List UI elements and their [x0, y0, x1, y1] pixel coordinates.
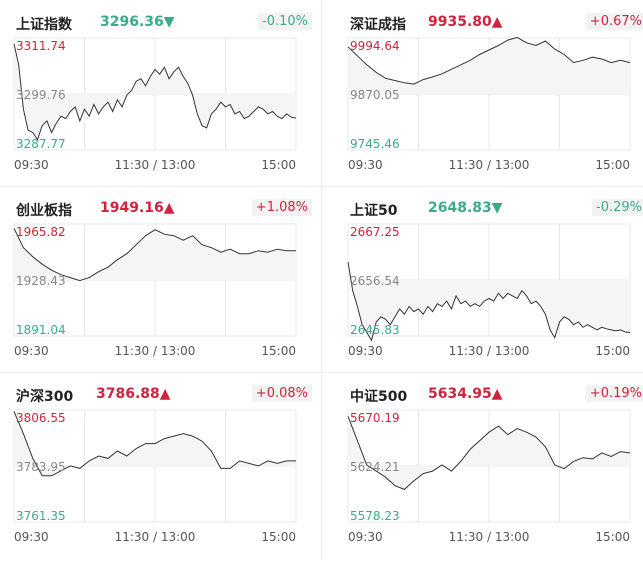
y-tick-low: 2645.83: [350, 323, 400, 337]
x-tick-2: 15:00: [261, 344, 296, 358]
x-tick-0: 09:30: [14, 344, 49, 358]
x-tick-2: 15:00: [261, 530, 296, 544]
index-header: 中证500 5634.95▲ +0.19%: [348, 382, 643, 410]
index-price: 1949.16▲: [100, 200, 175, 216]
horizontal-divider-1: [0, 186, 643, 187]
y-tick-low: 1891.04: [16, 323, 66, 337]
index-header: 上证50 2648.83▼ -0.29%: [348, 196, 643, 224]
change-badge: +0.19%: [585, 385, 643, 402]
arrow-up-icon: ▲: [491, 386, 503, 402]
x-tick-2: 15:00: [261, 158, 296, 172]
x-tick-2: 15:00: [595, 344, 630, 358]
intraday-line-chart: 5670.19 5624.21 5578.23 09:30 11:30 / 13:00 1…: [347, 409, 631, 544]
index-name: 上证50: [350, 203, 398, 219]
y-tick-high: 9994.64: [350, 39, 400, 53]
y-tick-low: 3287.77: [16, 137, 66, 151]
price-line: [13, 43, 297, 141]
price-value: 9935.80: [428, 14, 492, 30]
y-tick-mid: 3783.95: [16, 460, 66, 474]
change-badge: +1.08%: [251, 199, 312, 216]
y-tick-high: 3806.55: [16, 411, 66, 425]
price-area: [348, 37, 630, 94]
x-tick-0: 09:30: [348, 158, 383, 172]
y-tick-mid: 5624.21: [350, 460, 400, 474]
x-tick-0: 09:30: [14, 158, 49, 172]
chart-panel-4: 沪深300 3786.88▲ +0.08% 3806.55 3783.95 3761.35…: [13, 382, 314, 567]
index-price: 9935.80▲: [428, 14, 503, 30]
change-badge: -0.29%: [592, 199, 643, 216]
price-line: [347, 261, 631, 342]
intraday-line-chart: 2667.25 2656.54 2645.83 09:30 11:30 / 13:00 1…: [347, 223, 631, 358]
index-name: 创业板指: [16, 203, 72, 219]
x-tick-1: 11:30 / 13:00: [449, 158, 530, 172]
price-value: 3786.88: [96, 386, 160, 402]
price-line: [13, 227, 296, 282]
price-value: 2648.83: [428, 200, 492, 216]
horizontal-divider-2: [0, 372, 643, 373]
index-price: 2648.83▼: [428, 200, 503, 216]
y-tick-low: 9745.46: [350, 137, 400, 151]
index-header: 创业板指 1949.16▲ +1.08%: [14, 196, 314, 224]
vertical-divider: [321, 0, 322, 560]
arrow-down-icon: ▼: [163, 14, 175, 30]
x-tick-2: 15:00: [595, 158, 630, 172]
price-line: [13, 411, 296, 477]
price-area: [14, 43, 296, 140]
x-tick-0: 09:30: [14, 530, 49, 544]
change-badge: +0.08%: [251, 385, 312, 402]
x-tick-1: 11:30 / 13:00: [115, 530, 196, 544]
chart-panel-0: 上证指数 3296.36▼ -0.10% 3311.74 3299.76 3287.77 0…: [13, 10, 314, 195]
index-price: 3296.36▼: [100, 14, 175, 30]
index-name: 中证500: [350, 389, 408, 405]
index-name: 上证指数: [16, 17, 72, 33]
x-tick-1: 11:30 / 13:00: [115, 158, 196, 172]
change-badge: +0.67%: [585, 13, 643, 30]
x-tick-0: 09:30: [348, 344, 383, 358]
x-tick-2: 15:00: [595, 530, 630, 544]
price-area: [14, 411, 296, 476]
x-tick-0: 09:30: [348, 530, 383, 544]
price-area: [348, 416, 630, 490]
intraday-line-chart: 9994.64 9870.05 9745.46 09:30 11:30 / 13:00 1…: [347, 36, 631, 172]
y-tick-mid: 3299.76: [16, 88, 66, 102]
chart-panel-5: 中证500 5634.95▲ +0.19% 5670.19 5624.21 5578.23…: [347, 382, 643, 567]
chart-panel-1: 深证成指 9935.80▲ +0.67% 9994.64 9870.05 9745.46 0…: [347, 10, 643, 195]
arrow-down-icon: ▼: [491, 200, 503, 216]
y-tick-high: 5670.19: [350, 411, 400, 425]
index-name: 深证成指: [350, 17, 406, 33]
change-badge: -0.10%: [258, 13, 312, 30]
y-tick-high: 3311.74: [16, 39, 66, 53]
price-value: 1949.16: [100, 200, 164, 216]
y-tick-low: 5578.23: [350, 509, 400, 523]
chart-panel-3: 上证50 2648.83▼ -0.29% 2667.25 2656.54 2645.83 0…: [347, 196, 643, 381]
index-name: 沪深300: [16, 389, 74, 405]
price-value: 3296.36: [100, 14, 164, 30]
price-area: [348, 261, 630, 341]
y-tick-high: 1965.82: [16, 225, 66, 239]
x-tick-1: 11:30 / 13:00: [449, 530, 530, 544]
x-tick-1: 11:30 / 13:00: [115, 344, 196, 358]
x-tick-1: 11:30 / 13:00: [449, 344, 530, 358]
price-value: 5634.95: [428, 386, 492, 402]
index-header: 上证指数 3296.36▼ -0.10%: [14, 10, 314, 38]
arrow-up-icon: ▲: [159, 386, 171, 402]
price-line: [347, 416, 631, 490]
y-tick-low: 3761.35: [16, 509, 66, 523]
intraday-line-chart: 3311.74 3299.76 3287.77 09:30 11:30 / 13:00 1…: [13, 37, 297, 172]
arrow-up-icon: ▲: [491, 14, 503, 30]
y-tick-mid: 1928.43: [16, 274, 66, 288]
arrow-up-icon: ▲: [163, 200, 175, 216]
price-area: [14, 228, 296, 281]
y-tick-high: 2667.25: [350, 225, 400, 239]
index-header: 沪深300 3786.88▲ +0.08%: [14, 382, 314, 410]
intraday-line-chart: 1965.82 1928.43 1891.04 09:30 11:30 / 13:00 1…: [13, 223, 297, 358]
price-line: [347, 36, 631, 85]
index-header: 深证成指 9935.80▲ +0.67%: [348, 10, 643, 38]
y-tick-mid: 2656.54: [350, 274, 400, 288]
intraday-line-chart: 3806.55 3783.95 3761.35 09:30 11:30 / 13:00 1…: [13, 409, 297, 544]
index-price: 3786.88▲: [96, 386, 171, 402]
chart-panel-2: 创业板指 1949.16▲ +1.08% 1965.82 1928.43 1891.04 0…: [13, 196, 314, 381]
y-tick-mid: 9870.05: [350, 88, 400, 102]
index-price: 5634.95▲: [428, 386, 503, 402]
